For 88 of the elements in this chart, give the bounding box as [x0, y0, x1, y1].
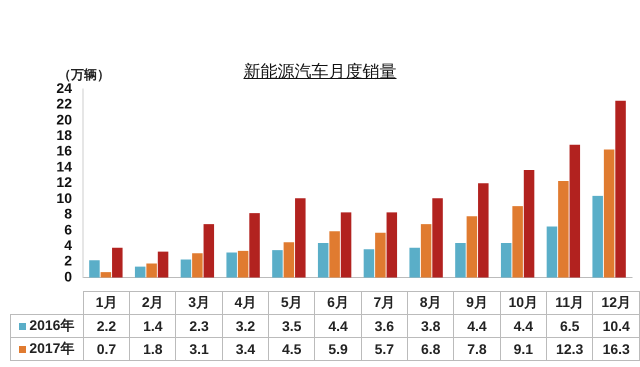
data-label: 5.9 — [314, 338, 362, 360]
legend-label: 2016年 — [10, 314, 84, 338]
data-label: 0.7 — [83, 338, 130, 360]
x-tick-label: 9月 — [454, 292, 500, 314]
data-label: 3.5 — [268, 314, 315, 338]
data-label: 2.2 — [83, 314, 130, 338]
y-tick-label: 2 — [64, 252, 72, 269]
bar — [226, 252, 237, 278]
data-label: 3.4 — [222, 338, 269, 360]
bar — [455, 243, 466, 278]
data-label: 1.4 — [130, 314, 176, 338]
y-tick-label: 22 — [56, 96, 72, 112]
data-label: 6.5 — [546, 314, 593, 338]
data-label: 10.4 — [592, 314, 640, 338]
bar — [158, 252, 168, 278]
data-label: 1.8 — [130, 338, 176, 360]
y-axis-title: （万辆） — [58, 66, 110, 83]
bar — [340, 212, 352, 278]
bar — [512, 206, 523, 278]
x-tick-label: 5月 — [268, 292, 315, 314]
data-label: 6.8 — [408, 338, 454, 360]
data-label: 7.8 — [454, 338, 500, 360]
bar — [112, 248, 123, 278]
bar — [89, 260, 100, 278]
y-tick-label: 4 — [64, 237, 72, 254]
data-label: 3.1 — [176, 338, 222, 360]
bar — [192, 253, 203, 278]
y-tick-label: 16 — [56, 142, 72, 159]
x-tick-label: 6月 — [314, 292, 362, 314]
bar — [604, 150, 614, 278]
x-tick-label: 7月 — [361, 292, 408, 314]
bar — [249, 213, 260, 278]
chart-title: 新能源汽车月度销量 — [244, 62, 396, 81]
bar — [615, 100, 626, 278]
data-label: 4.4 — [454, 314, 500, 338]
bar — [500, 243, 512, 278]
data-label: 4.4 — [314, 314, 362, 338]
y-tick-label: 14 — [56, 158, 72, 174]
bar — [546, 226, 558, 278]
y-tick-label: 6 — [64, 221, 72, 238]
data-label: 3.6 — [361, 314, 408, 338]
y-tick-label: 0 — [64, 268, 72, 284]
bar — [295, 198, 306, 278]
y-tick-label: 20 — [56, 111, 72, 128]
bar — [238, 250, 248, 278]
bar — [272, 250, 283, 278]
bar — [592, 196, 603, 278]
bar — [204, 224, 214, 278]
data-label: 3.8 — [408, 314, 454, 338]
data-label: 5.7 — [361, 338, 408, 360]
bar — [409, 248, 420, 278]
data-label: 2.3 — [176, 314, 222, 338]
bar — [420, 224, 432, 278]
legend-label: 2017年 — [10, 338, 84, 360]
bar — [134, 266, 146, 278]
bar — [318, 243, 328, 278]
data-label: 4.5 — [268, 338, 315, 360]
y-tick-label: 8 — [64, 206, 72, 222]
bar — [478, 183, 489, 278]
bar — [100, 272, 112, 278]
x-tick-label: 10月 — [500, 292, 546, 314]
bar — [284, 242, 294, 278]
bar — [329, 231, 340, 278]
y-tick-label: 18 — [56, 127, 72, 144]
bar — [570, 144, 580, 278]
x-tick-label: 1月 — [83, 292, 130, 314]
data-label: 9.1 — [500, 338, 546, 360]
bar — [180, 260, 192, 278]
data-label: 16.3 — [592, 338, 640, 360]
data-label: 4.4 — [500, 314, 546, 338]
x-tick-label: 2月 — [130, 292, 176, 314]
y-tick-label: 12 — [56, 174, 72, 190]
x-tick-label: 4月 — [222, 292, 269, 314]
x-tick-label: 12月 — [592, 292, 640, 314]
bar — [386, 212, 398, 278]
bar — [375, 232, 386, 278]
bar — [524, 170, 534, 278]
y-tick-label: 10 — [56, 190, 72, 206]
x-tick-label: 11月 — [546, 292, 593, 314]
data-label: 12.3 — [546, 338, 593, 360]
bar — [432, 198, 443, 278]
x-tick-label: 3月 — [176, 292, 222, 314]
bar — [558, 180, 569, 278]
data-label: 3.2 — [222, 314, 269, 338]
bar — [364, 249, 374, 278]
bar — [466, 216, 478, 278]
bar — [146, 263, 157, 278]
x-tick-label: 8月 — [408, 292, 454, 314]
